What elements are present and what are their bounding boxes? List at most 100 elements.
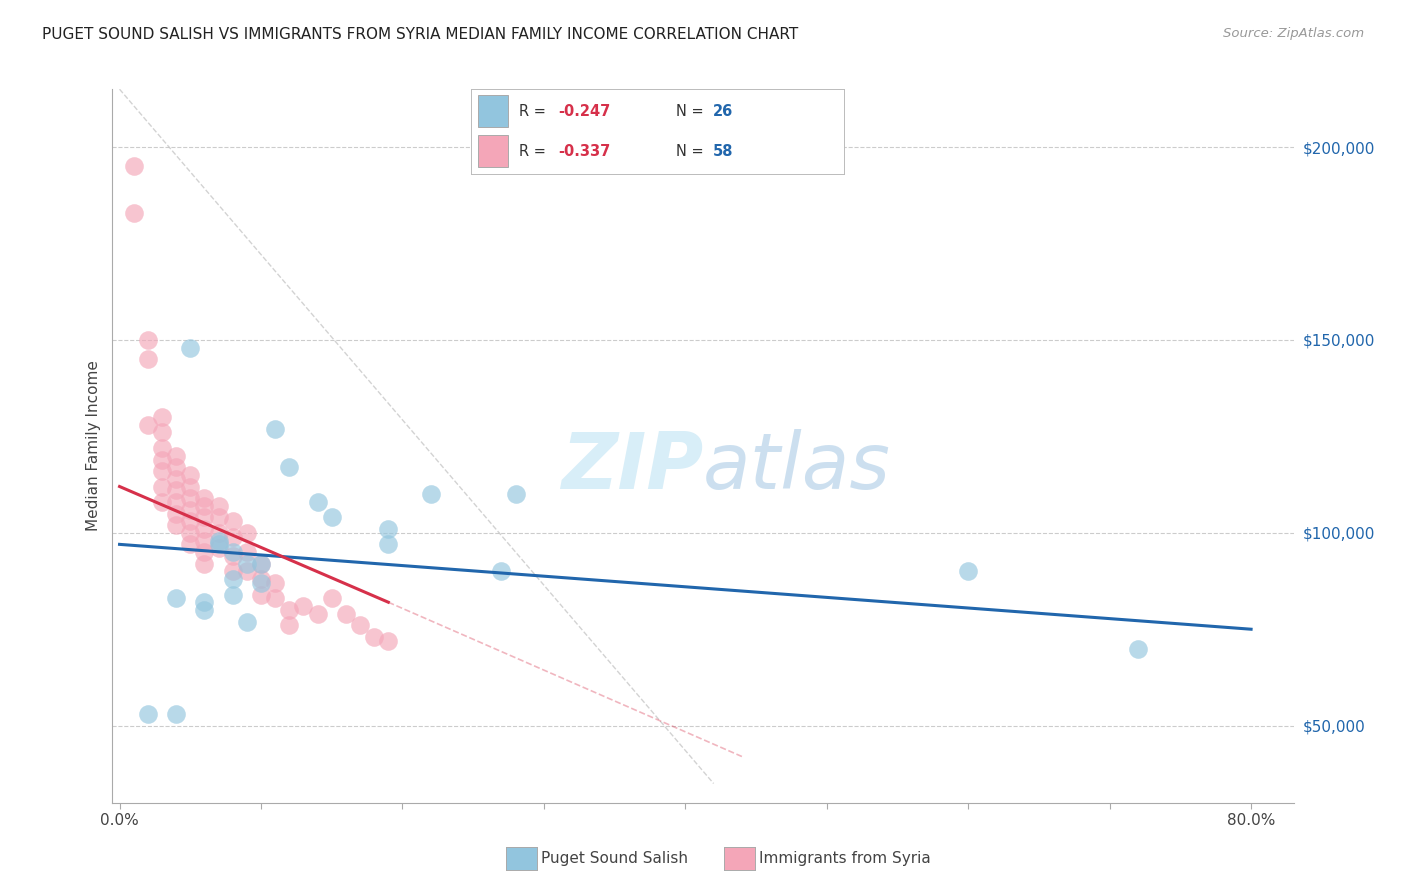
Point: [236, 557, 259, 571]
Point: [150, 452, 173, 467]
Point: [505, 487, 527, 501]
Point: [165, 518, 187, 533]
Point: [250, 557, 273, 571]
Point: [150, 441, 173, 455]
Point: [250, 572, 273, 586]
Point: [193, 545, 215, 559]
Point: [236, 545, 259, 559]
Point: [165, 460, 187, 475]
Point: [207, 510, 229, 524]
Point: [150, 425, 173, 440]
Text: PUGET SOUND SALISH VS IMMIGRANTS FROM SYRIA MEDIAN FAMILY INCOME CORRELATION CHA: PUGET SOUND SALISH VS IMMIGRANTS FROM SY…: [42, 27, 799, 42]
Point: [193, 557, 215, 571]
Point: [207, 537, 229, 551]
Point: [419, 487, 441, 501]
Point: [349, 618, 371, 632]
Point: [150, 495, 173, 509]
Point: [222, 514, 245, 528]
Point: [957, 565, 980, 579]
Point: [307, 607, 329, 621]
Point: [165, 472, 187, 486]
Point: [264, 591, 287, 606]
Point: [179, 514, 201, 528]
Y-axis label: Median Family Income: Median Family Income: [86, 360, 101, 532]
Point: [165, 507, 187, 521]
Point: [179, 479, 201, 493]
Point: [193, 522, 215, 536]
Point: [179, 341, 201, 355]
Text: N =: N =: [676, 144, 709, 159]
Point: [207, 499, 229, 513]
Text: N =: N =: [676, 103, 709, 119]
Point: [122, 159, 145, 173]
Point: [292, 599, 315, 613]
Point: [307, 495, 329, 509]
Point: [179, 525, 201, 540]
Point: [222, 587, 245, 601]
Point: [136, 352, 159, 367]
Point: [193, 510, 215, 524]
Point: [377, 537, 399, 551]
Text: 58: 58: [713, 144, 734, 159]
Point: [165, 495, 187, 509]
Point: [321, 510, 343, 524]
Point: [165, 707, 187, 722]
Point: [222, 530, 245, 544]
Point: [193, 595, 215, 609]
Point: [179, 537, 201, 551]
Point: [236, 565, 259, 579]
Point: [278, 460, 301, 475]
Point: [193, 603, 215, 617]
Point: [236, 615, 259, 629]
Point: [165, 449, 187, 463]
FancyBboxPatch shape: [478, 135, 509, 167]
FancyBboxPatch shape: [478, 95, 509, 128]
Point: [250, 587, 273, 601]
Point: [193, 499, 215, 513]
Point: [207, 533, 229, 548]
Point: [250, 557, 273, 571]
Point: [136, 333, 159, 347]
Point: [193, 491, 215, 505]
Point: [179, 502, 201, 516]
Point: [236, 525, 259, 540]
Point: [264, 422, 287, 436]
Point: [278, 618, 301, 632]
Text: Source: ZipAtlas.com: Source: ZipAtlas.com: [1223, 27, 1364, 40]
Point: [491, 565, 513, 579]
Text: ZIP: ZIP: [561, 429, 703, 506]
Point: [193, 533, 215, 548]
Text: R =: R =: [519, 103, 551, 119]
Point: [179, 491, 201, 505]
Text: -0.247: -0.247: [558, 103, 610, 119]
Text: atlas: atlas: [703, 429, 891, 506]
Point: [1126, 641, 1149, 656]
Point: [250, 576, 273, 591]
Point: [122, 205, 145, 219]
Text: -0.337: -0.337: [558, 144, 610, 159]
Point: [264, 576, 287, 591]
Point: [321, 591, 343, 606]
Point: [377, 522, 399, 536]
Point: [179, 467, 201, 482]
Point: [136, 417, 159, 432]
Point: [222, 565, 245, 579]
Point: [222, 545, 245, 559]
Text: Immigrants from Syria: Immigrants from Syria: [759, 852, 931, 866]
Point: [207, 541, 229, 556]
Point: [377, 633, 399, 648]
Text: R =: R =: [519, 144, 551, 159]
Point: [150, 479, 173, 493]
Point: [165, 483, 187, 498]
Point: [165, 591, 187, 606]
Point: [222, 549, 245, 563]
Point: [335, 607, 357, 621]
Point: [207, 525, 229, 540]
Point: [222, 572, 245, 586]
Text: 26: 26: [713, 103, 734, 119]
Point: [136, 707, 159, 722]
Point: [278, 603, 301, 617]
Point: [150, 464, 173, 478]
Text: Puget Sound Salish: Puget Sound Salish: [541, 852, 689, 866]
Point: [363, 630, 385, 644]
